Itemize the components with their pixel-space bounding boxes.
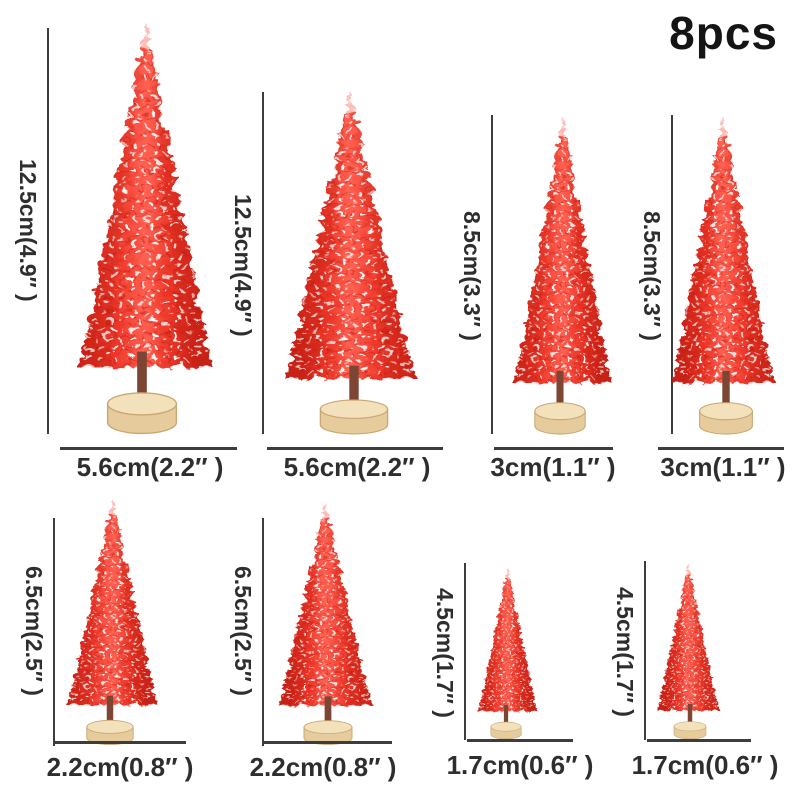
tree-5-width-measure-line — [54, 741, 186, 744]
tree-8-width-measure-line — [647, 739, 751, 742]
tree-2-width-label: 5.6cm(2.2″ ) — [283, 452, 431, 482]
tree-2-photo — [270, 84, 438, 436]
tree-2-height-label: 12.5cm(4.9″ ) — [230, 193, 256, 337]
tree-1-height-measure-line — [47, 28, 49, 434]
tree-1-height-label: 12.5cm(4.9″ ) — [15, 158, 41, 302]
tree-2-width-measure-line — [267, 447, 443, 450]
tree-7-photo — [468, 564, 544, 740]
tree-3-width-measure-line — [494, 447, 613, 450]
tree-4-width-label: 3cm(1.1″ ) — [660, 452, 786, 482]
tree-2-height-measure-line — [262, 92, 264, 434]
tree-7-width-label: 1.7cm(0.6″ ) — [446, 750, 594, 780]
tree-3-photo — [497, 110, 623, 436]
tree-7-height-measure-line — [464, 563, 466, 740]
tree-6-width-label: 2.2cm(0.8″ ) — [249, 752, 397, 782]
tree-8-photo — [650, 560, 730, 740]
tree-6-width-measure-line — [264, 741, 392, 744]
tree-5-height-measure-line — [53, 518, 55, 746]
tree-4-height-label: 8.5cm(3.3″ ) — [639, 211, 665, 341]
tree-4-width-measure-line — [658, 447, 784, 450]
tree-4-height-measure-line — [671, 115, 673, 434]
tree-8-height-label: 4.5cm(1.7″ ) — [612, 587, 638, 717]
tree-4-photo — [660, 110, 792, 436]
tree-5-height-label: 6.5cm(2.5″ ) — [21, 566, 47, 696]
tree-7-width-measure-line — [467, 739, 573, 742]
tree-8-width-label: 1.7cm(0.6″ ) — [631, 750, 779, 780]
tree-5-width-label: 2.2cm(0.8″ ) — [46, 752, 194, 782]
tree-6-photo — [268, 498, 388, 746]
tree-3-height-label: 8.5cm(3.3″ ) — [459, 211, 485, 341]
tree-8-height-measure-line — [644, 561, 646, 740]
tree-7-height-label: 4.5cm(1.7″ ) — [432, 588, 458, 718]
quantity-label: 8pcs — [669, 7, 778, 59]
tree-5-photo — [52, 494, 168, 746]
tree-1-width-label: 5.6cm(2.2″ ) — [76, 452, 224, 482]
tree-6-height-label: 6.5cm(2.5″ ) — [230, 566, 256, 696]
tree-3-height-measure-line — [491, 115, 493, 434]
tree-6-height-measure-line — [262, 518, 264, 746]
tree-1-photo — [56, 14, 228, 436]
tree-3-width-label: 3cm(1.1″ ) — [490, 452, 616, 482]
tree-1-width-measure-line — [60, 447, 237, 450]
